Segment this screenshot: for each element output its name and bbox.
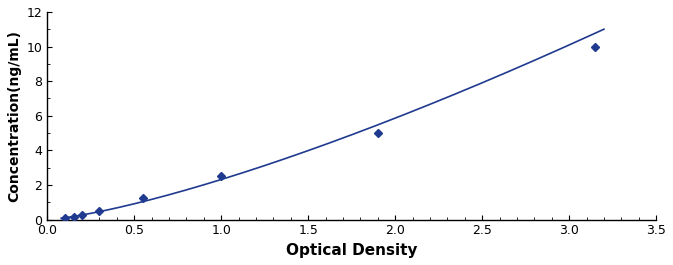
X-axis label: Optical Density: Optical Density	[286, 243, 417, 258]
Y-axis label: Concentration(ng/mL): Concentration(ng/mL)	[7, 30, 21, 202]
